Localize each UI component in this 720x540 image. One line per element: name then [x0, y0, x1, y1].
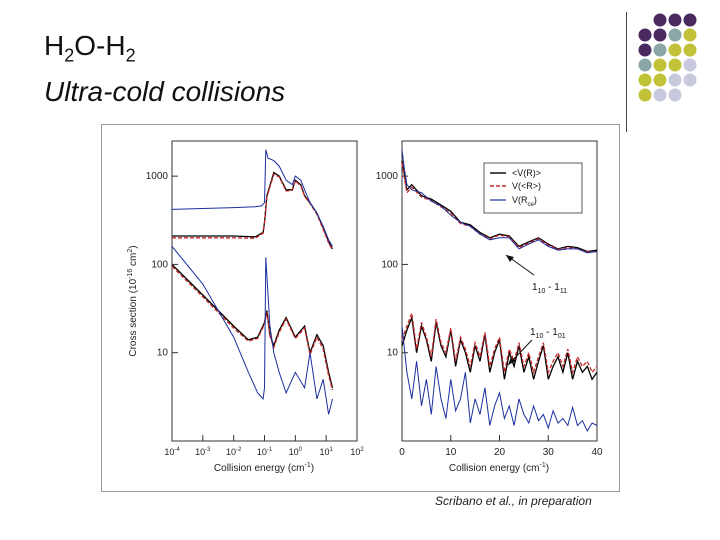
- right-series-lower-3: [401, 315, 598, 381]
- y-tick-label: 1000: [376, 171, 399, 182]
- legend: <V(R)> V(<R>) V(Rce): [483, 162, 583, 214]
- annotation-text-upper: 110 - 111: [532, 282, 567, 295]
- x-tick-label: 10: [445, 447, 457, 458]
- right-series-upper-1: [401, 163, 598, 253]
- x-tick-label: 10-4: [164, 447, 180, 457]
- annotation-text-lower: 110 - 101: [530, 327, 566, 340]
- left-series-upper-1: [172, 173, 334, 251]
- left-x-axis-label: Collision energy (cm-1): [214, 462, 314, 474]
- decor-dot: [653, 13, 667, 27]
- divider-line: [626, 12, 627, 132]
- right-series-lower-5: [401, 326, 598, 432]
- slide-subtitle: Ultra-cold collisions: [44, 76, 286, 107]
- right-panel: 0 10 20 30 40 10 100 1000 Collision energy (cm-…: [376, 140, 603, 474]
- decor-dot: [653, 73, 667, 87]
- decor-dot: [683, 28, 697, 42]
- title-mid: O-H: [74, 30, 126, 61]
- y-axis-label: Cross section (10-16 cm2): [127, 245, 139, 356]
- x-tick-label: 100: [289, 447, 303, 457]
- x-tick-label: 20: [494, 447, 506, 458]
- decor-dot: [653, 43, 667, 57]
- decor-dot: [683, 13, 697, 27]
- decor-dot: [638, 73, 652, 87]
- x-tick-label: 102: [350, 447, 364, 457]
- x-tick-label: 30: [543, 447, 555, 458]
- x-tick-label: 10-3: [195, 447, 211, 457]
- decor-dot: [668, 73, 682, 87]
- right-x-axis-label: Collision energy (cm-1): [449, 462, 549, 474]
- slide-title: H2O-H2: [44, 30, 136, 67]
- y-tick-label: 100: [381, 259, 398, 270]
- decor-dot: [668, 28, 682, 42]
- x-tick-label: 40: [591, 447, 603, 458]
- decor-dot: [668, 43, 682, 57]
- arrowhead-upper: [506, 255, 514, 262]
- decor-dot: [638, 28, 652, 42]
- x-tick-label: 101: [319, 447, 333, 457]
- decor-dot: [653, 58, 667, 72]
- figure-frame: 10-4 10-3 10-2 10-1 100 101 102 10 100 1000 Cross…: [101, 124, 620, 492]
- legend-label-mean-pot: <V(R)>: [512, 168, 541, 178]
- decor-dot: [668, 58, 682, 72]
- decor-dot: [683, 58, 697, 72]
- left-series-upper-2: [171, 149, 333, 247]
- left-series-lower-5: [171, 246, 333, 415]
- decor-dot: [638, 88, 652, 102]
- left-series-lower-4: [171, 265, 334, 390]
- decorative-dot-grid: [638, 13, 697, 102]
- y-tick-label: 1000: [146, 171, 169, 182]
- right-series-lower-4: [401, 312, 598, 375]
- left-panel: 10-4 10-3 10-2 10-1 100 101 102 10 100 1000 Cross…: [127, 140, 364, 474]
- title-lead: H: [44, 30, 65, 61]
- decor-dot: [683, 73, 697, 87]
- x-tick-label: 10-2: [226, 447, 242, 457]
- decor-dot: [668, 88, 682, 102]
- citation: Scribano et al., in preparation: [435, 494, 592, 508]
- left-series-lower-3: [171, 263, 334, 388]
- decor-dot: [638, 43, 652, 57]
- decor-dot: [653, 28, 667, 42]
- decor-dot: [653, 88, 667, 102]
- right-series-upper-2: [401, 149, 598, 254]
- decor-dot: [683, 43, 697, 57]
- decor-dot: [668, 13, 682, 27]
- title-sub2: 2: [125, 45, 136, 66]
- y-tick-label: 10: [157, 348, 169, 359]
- x-tick-label: 10-1: [257, 447, 273, 457]
- annotation-upper: 110 - 111: [505, 254, 567, 295]
- y-tick-label: 10: [387, 348, 399, 359]
- decor-dot: [638, 58, 652, 72]
- legend-label-pot-mean: V(<R>): [512, 181, 541, 191]
- legend-box: [483, 162, 583, 214]
- x-tick-label: 0: [399, 447, 405, 458]
- title-sub1: 2: [64, 45, 75, 66]
- arrowhead-lower: [508, 357, 516, 365]
- y-tick-label: 100: [151, 259, 168, 270]
